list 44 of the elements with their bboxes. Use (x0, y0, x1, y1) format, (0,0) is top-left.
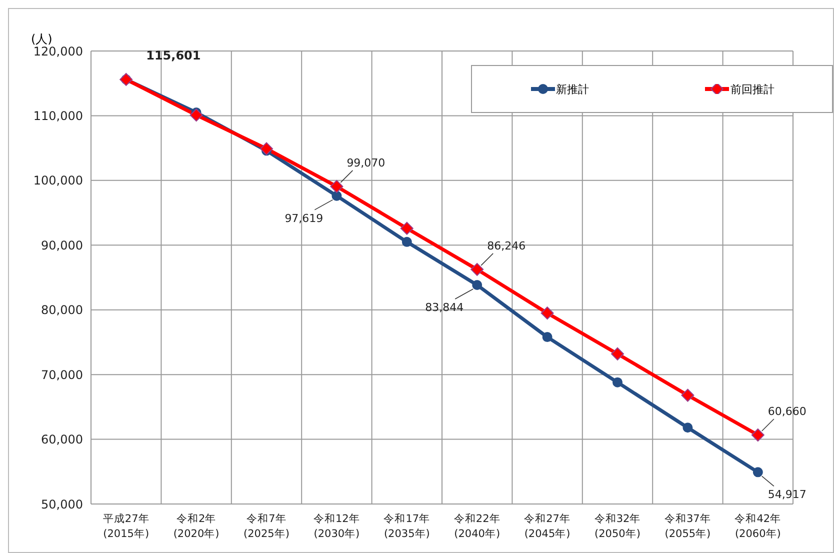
y-tick-label: 50,000 (41, 497, 83, 512)
point (402, 236, 412, 247)
data-label: 54,917 (768, 488, 806, 502)
x-tick-label: 令和27年 (2045年) (524, 512, 570, 540)
point (542, 332, 552, 342)
point (611, 347, 624, 360)
x-tick-label: 令和12年 (2030年) (314, 512, 360, 540)
data-label: 99,070 (346, 156, 386, 170)
point (682, 422, 693, 433)
data-label: 83,844 (425, 300, 464, 314)
x-tick-label: 令和7年 (2025年) (244, 512, 290, 540)
x-tick-label: 令和22年 (2040年) (454, 512, 500, 540)
y-tick-label: 110,000 (33, 108, 83, 123)
x-tick-label: 令和17年 (2035年) (384, 512, 430, 540)
y-axis-title: (人) (31, 31, 52, 46)
x-tick-label: 令和2年 (2020年) (173, 512, 220, 540)
y-tick-label: 100,000 (33, 174, 83, 188)
point (681, 388, 694, 402)
y-tick-label: 70,000 (41, 368, 83, 382)
point (540, 306, 554, 320)
data-label: 86,246 (487, 239, 526, 252)
point (330, 180, 344, 193)
point (332, 190, 342, 201)
y-tick-label: 90,000 (41, 238, 83, 252)
y-tick-label: 120,000 (33, 44, 83, 58)
data-label: 97,619 (284, 212, 324, 225)
y-tick-label: 60,000 (41, 432, 83, 447)
point (260, 142, 273, 156)
point (612, 377, 622, 388)
x-tick-label: 令和42年 (2060年) (734, 512, 782, 540)
point (472, 280, 482, 290)
point (400, 222, 414, 235)
point (751, 428, 764, 442)
point (752, 467, 763, 478)
point (470, 262, 484, 276)
legend-label: 前回推計 (730, 82, 774, 96)
x-tick-label: 令和37年 (2055年) (664, 512, 711, 540)
x-tick-label: 平成27年 (2015年) (102, 512, 150, 540)
point (190, 108, 203, 122)
legend-label: 新推計 (556, 82, 589, 96)
y-tick-label: 80,000 (41, 303, 83, 318)
data-label: 60,660 (768, 405, 806, 418)
x-tick-label: 令和32年 (2050年) (594, 512, 641, 540)
data-label: 115,601 (146, 48, 201, 62)
